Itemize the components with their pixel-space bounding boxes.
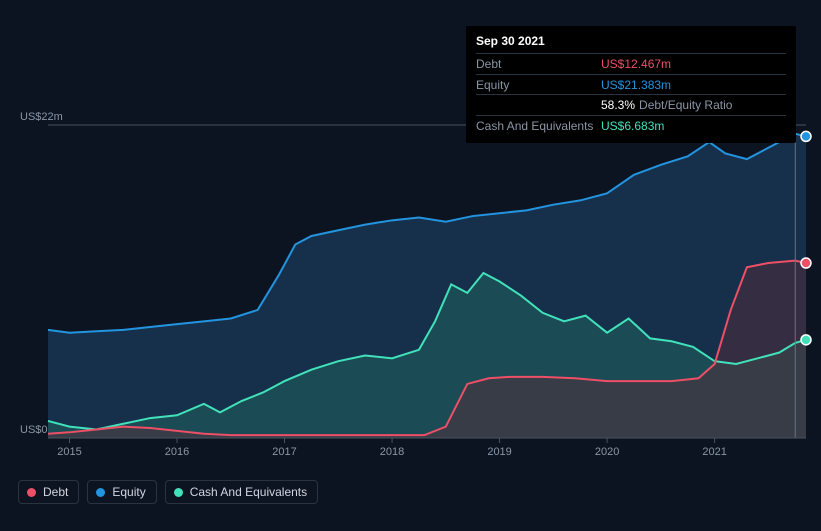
legend-label: Equity	[112, 485, 145, 499]
tooltip-row: Cash And EquivalentsUS$6.683m	[476, 115, 786, 135]
x-tick-label: 2015	[57, 446, 81, 458]
tooltip-row-label	[476, 98, 601, 112]
x-tick-label: 2019	[487, 446, 511, 458]
x-tick-label: 2018	[380, 446, 404, 458]
chart-legend: Debt Equity Cash And Equivalents	[18, 480, 318, 504]
tooltip-date: Sep 30 2021	[476, 34, 786, 53]
legend-item[interactable]: Cash And Equivalents	[165, 480, 318, 504]
tooltip-row-extra: Debt/Equity Ratio	[639, 98, 732, 112]
tooltip-row-value: US$6.683m	[601, 119, 664, 133]
x-tick-label: 2016	[165, 446, 189, 458]
legend-label: Debt	[43, 485, 68, 499]
tooltip-row-label: Cash And Equivalents	[476, 119, 601, 133]
tooltip-row-value: US$12.467m	[601, 57, 671, 71]
x-tick-label: 2020	[595, 446, 619, 458]
legend-swatch	[96, 488, 105, 497]
legend-label: Cash And Equivalents	[190, 485, 307, 499]
tooltip-row: EquityUS$21.383m	[476, 74, 786, 94]
chart-tooltip: Sep 30 2021 DebtUS$12.467mEquityUS$21.38…	[466, 26, 796, 143]
tooltip-row-value: US$21.383m	[601, 78, 671, 92]
legend-swatch	[27, 488, 36, 497]
legend-item[interactable]: Debt	[18, 480, 79, 504]
y-tick-label: US$0	[20, 424, 48, 436]
x-tick-label: 2017	[272, 446, 296, 458]
tooltip-row-label: Equity	[476, 78, 601, 92]
legend-item[interactable]: Equity	[87, 480, 156, 504]
legend-swatch	[174, 488, 183, 497]
tooltip-row: DebtUS$12.467m	[476, 53, 786, 73]
tooltip-row-label: Debt	[476, 57, 601, 71]
tooltip-row-value: 58.3%	[601, 98, 635, 112]
x-tick-label: 2021	[702, 446, 726, 458]
tooltip-row: 58.3% Debt/Equity Ratio	[476, 94, 786, 114]
y-tick-label: US$22m	[20, 111, 63, 123]
